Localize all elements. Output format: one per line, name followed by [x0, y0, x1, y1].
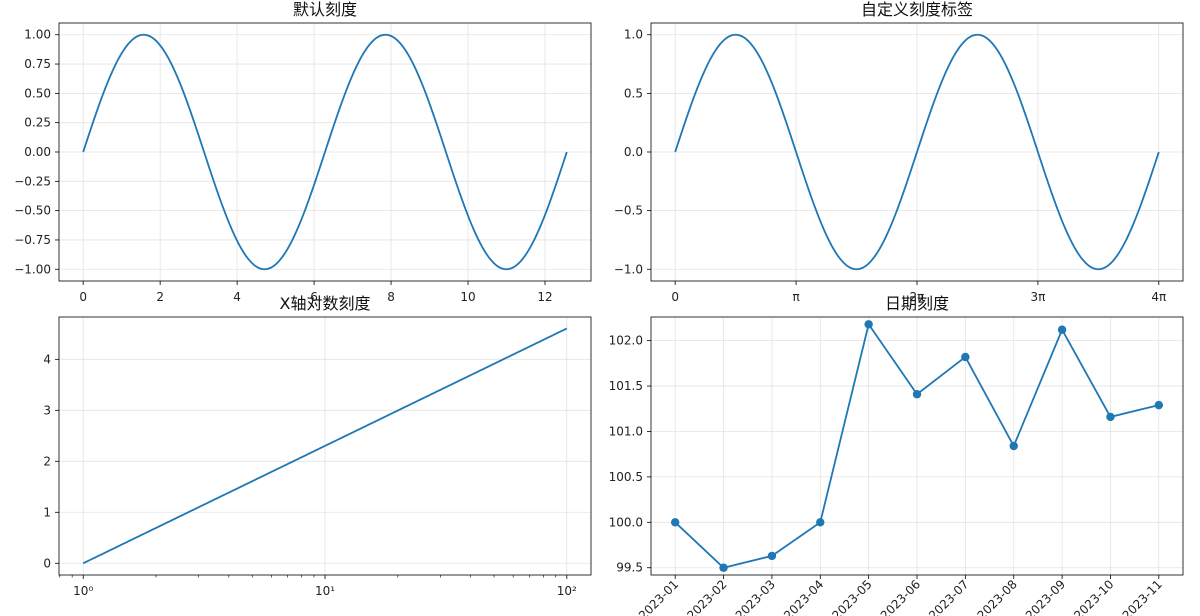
x-tick-label: 2023-07 [926, 577, 971, 616]
y-tick-label: 0 [43, 556, 51, 570]
x-tick-label: 2π [910, 290, 925, 304]
data-point [961, 352, 970, 362]
y-tick-label: −0.5 [614, 204, 643, 218]
series-line [674, 33, 1160, 271]
y-tick-label: 0.5 [624, 86, 643, 100]
data-point [912, 390, 922, 399]
y-tick-label: 2 [43, 454, 51, 468]
x-tick-label: 2023-03 [733, 577, 778, 616]
series-line [82, 33, 568, 271]
y-tick-label: 100.0 [609, 515, 643, 529]
data-point [670, 518, 680, 527]
x-tick-label: 2023-09 [1023, 577, 1068, 616]
x-tick-label: 2 [156, 290, 164, 304]
x-tick-label: 2023-11 [1120, 577, 1165, 616]
subplot-2: 自定义刻度标签 0 π 2π 3π 4π 1.0 0.5 0.0 −0.5 −1.0 [614, 0, 1184, 304]
y-tick-label: 102.0 [609, 334, 643, 348]
x-tick-label: 4 [233, 290, 241, 304]
x-tick-label: 8 [387, 290, 395, 304]
data-point [1106, 412, 1115, 422]
series-line [82, 327, 568, 565]
subplot-1: 默认刻度 0 2 4 6 8 10 12 1.00 0.75 0.50 0.25 0.00 −0.25 −0… [14, 0, 592, 304]
x-tick-label: 10⁰ [73, 584, 93, 598]
x-tick-label: 10² [557, 584, 577, 598]
x-tick-label: 2023-08 [974, 577, 1019, 616]
x-tick-label: 10¹ [315, 584, 335, 598]
y-tick-label: 0.50 [24, 86, 51, 100]
y-tick-label: 0.75 [24, 57, 51, 71]
y-tick-label: 99.5 [616, 561, 643, 575]
y-tick-label: 1.00 [24, 28, 51, 42]
data-point [864, 320, 873, 329]
y-tick-label: −1.0 [614, 262, 643, 276]
y-tick-label: 4 [43, 352, 51, 366]
y-tick-label: −0.50 [14, 204, 51, 218]
data-point [1009, 441, 1018, 451]
y-tick-label: −1.00 [14, 262, 51, 276]
x-tick-label: 2023-05 [829, 577, 874, 616]
subplot-title: 自定义刻度标签 [861, 0, 973, 19]
axes-frame [650, 316, 1184, 576]
x-tick-label: 10 [460, 290, 475, 304]
grid [651, 317, 1183, 575]
subplot-title: X轴对数刻度 [280, 294, 371, 313]
x-tick-label: π [792, 290, 799, 304]
data-point [767, 551, 777, 561]
x-tick-label: 2023-10 [1071, 577, 1116, 616]
axes-frame [58, 22, 592, 282]
y-tick-label: 100.5 [609, 470, 643, 484]
y-tick-label: 0.00 [24, 145, 51, 159]
x-tick-label: 0 [79, 290, 87, 304]
y-tick-label: 1 [43, 505, 51, 519]
y-tick-label: 3 [43, 403, 51, 417]
x-tick-label: 12 [537, 290, 552, 304]
subplot-3: X轴对数刻度 10⁰ 10¹ 10² 0 1 2 3 4 [43, 294, 592, 598]
grid [59, 23, 591, 281]
x-tick-label: 2023-01 [636, 577, 681, 616]
x-tick-label: 4π [1151, 290, 1166, 304]
data-point [719, 563, 728, 572]
y-tick-label: 101.0 [609, 424, 643, 438]
subplot-title: 默认刻度 [293, 0, 357, 19]
data-point [816, 518, 825, 527]
y-tick-label: 0.0 [624, 145, 643, 159]
y-tick-label: 0.25 [24, 116, 51, 130]
x-tick-label: 2023-04 [781, 577, 826, 616]
y-tick-label: −0.25 [14, 174, 51, 188]
x-tick-label: 2023-02 [684, 577, 729, 616]
data-point [1154, 400, 1164, 410]
x-tick-label: 6 [310, 290, 318, 304]
y-tick-label: 1.0 [624, 28, 643, 42]
x-tick-label: 3π [1030, 290, 1045, 304]
y-tick-label: 101.5 [609, 379, 643, 393]
subplot-title: 日期刻度 [885, 294, 949, 313]
data-point [1057, 325, 1067, 334]
x-tick-label: 2023-06 [878, 577, 923, 616]
y-tick-label: −0.75 [14, 233, 51, 247]
axes-frame [650, 22, 1184, 282]
axes-frame [58, 316, 592, 576]
x-tick-label: 0 [671, 290, 679, 304]
